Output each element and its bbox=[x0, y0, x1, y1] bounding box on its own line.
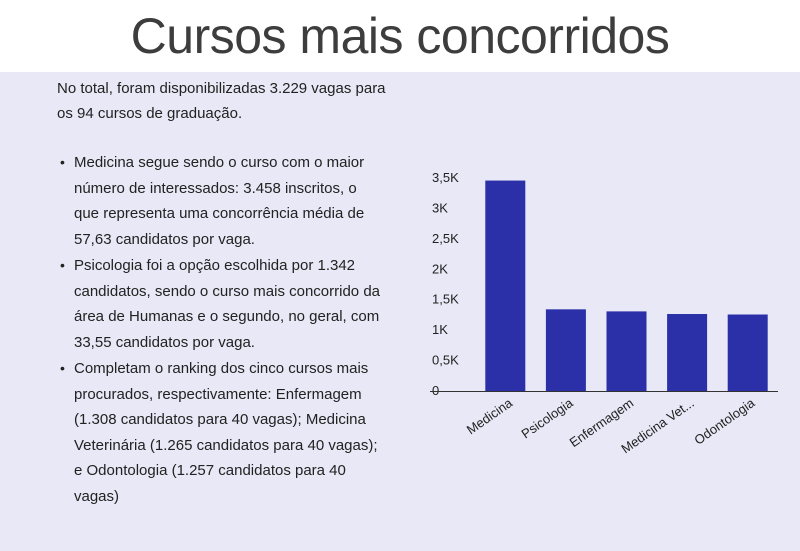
y-tick-label: 3K bbox=[432, 200, 448, 215]
bullet-dot-icon: • bbox=[60, 154, 65, 170]
y-tick-label: 2,5K bbox=[432, 231, 459, 246]
x-tick-label: Psicologia bbox=[518, 395, 576, 442]
bar bbox=[545, 309, 586, 391]
bar bbox=[485, 180, 526, 391]
bullet-dot-icon: • bbox=[60, 257, 65, 273]
bullet-dot-icon: • bbox=[60, 360, 65, 376]
y-tick-label: 0 bbox=[432, 383, 439, 398]
y-tick-label: 2K bbox=[432, 261, 448, 276]
list-item-text: Psicologia foi a opção escolhida por 1.3… bbox=[74, 257, 381, 351]
bar bbox=[727, 314, 768, 391]
y-tick-label: 1K bbox=[432, 322, 448, 337]
y-tick-label: 0,5K bbox=[432, 353, 459, 368]
bar bbox=[606, 311, 647, 391]
list-item-text: Medicina segue sendo o curso com o maior… bbox=[74, 154, 365, 248]
list-item-text: Completam o ranking dos cinco cursos mai… bbox=[74, 360, 378, 505]
list-item: • Medicina segue sendo o curso com o mai… bbox=[60, 150, 380, 252]
bullet-list: • Medicina segue sendo o curso com o mai… bbox=[60, 150, 380, 510]
x-tick-label: Odontologia bbox=[691, 395, 758, 448]
bar bbox=[667, 314, 708, 391]
bar-chart: 0 0,5K 1K 1,5K 2K 2,5K 3K 3,5K Medicina Psicologi… bbox=[430, 170, 778, 456]
page-title: Cursos mais concorridos bbox=[0, 0, 800, 72]
y-tick-label: 1,5K bbox=[432, 292, 459, 307]
y-tick-label: 3,5K bbox=[432, 170, 459, 185]
x-tick-label: Medicina bbox=[464, 395, 516, 438]
content-panel bbox=[0, 72, 800, 551]
list-item: • Psicologia foi a opção escolhida por 1… bbox=[60, 253, 380, 355]
intro-text: No total, foram disponibilizadas 3.229 v… bbox=[57, 80, 386, 122]
list-item: • Completam o ranking dos cinco cursos m… bbox=[60, 356, 380, 509]
